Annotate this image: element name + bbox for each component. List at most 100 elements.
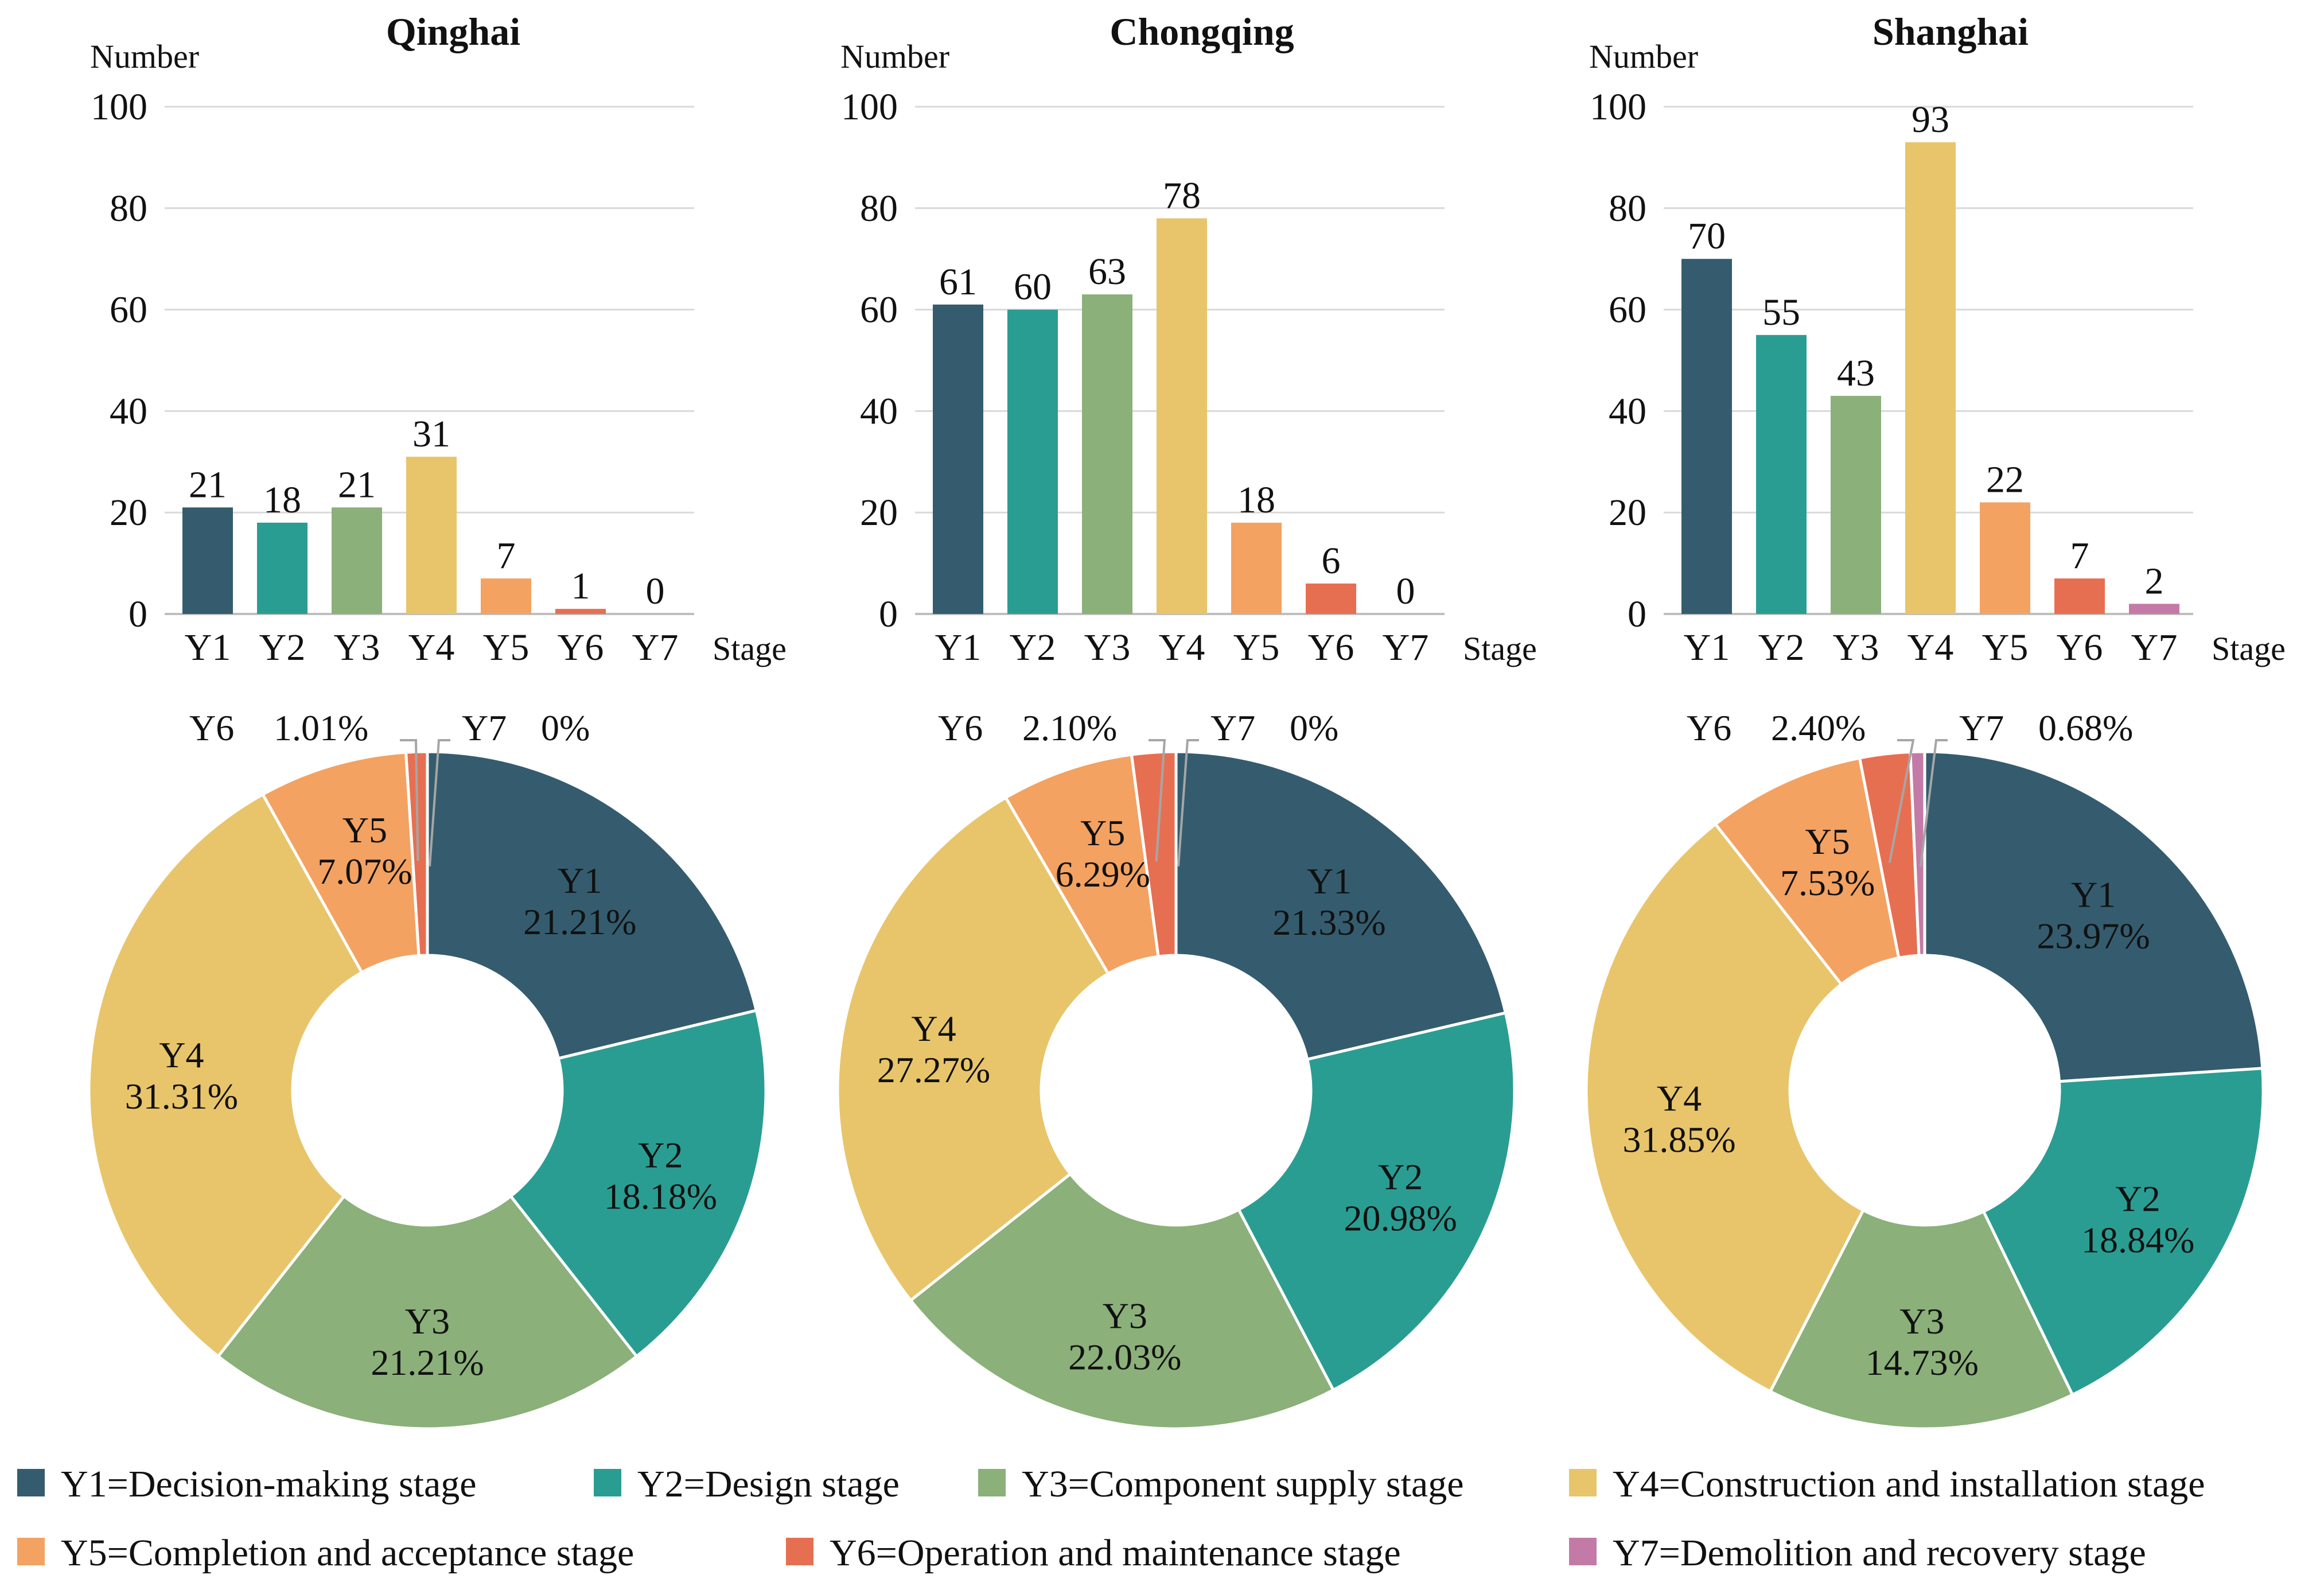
bar-data-label: 7 (2070, 535, 2089, 577)
slice-y6 (404, 750, 429, 958)
donut-chart-qinghai: Y121.21%Y218.18%Y321.21%Y431.31%Y57.07%Y… (87, 707, 768, 1430)
chart-title: Shanghai (1873, 10, 2029, 53)
bar-y6 (2054, 578, 2105, 614)
x-tick-label: Y5 (483, 627, 530, 668)
bar-data-label: 31 (412, 413, 450, 455)
legend-swatch (17, 1538, 45, 1565)
y-tick-label: 0 (879, 593, 898, 635)
bar-y2 (1007, 309, 1058, 614)
bar-y3 (1831, 395, 1881, 614)
y-tick-label: 40 (110, 390, 147, 432)
y-tick-label: 60 (1609, 289, 1646, 331)
y-tick-label: 20 (110, 492, 147, 534)
bar-data-label: 1 (571, 565, 590, 607)
bar-data-label: 70 (1688, 215, 1726, 257)
bar-y6 (1306, 583, 1356, 614)
callout-leader-y6 (1888, 739, 1915, 864)
callout-percent-label: 2.10% (1022, 707, 1117, 748)
callout-percent-label: 1.01% (274, 707, 368, 748)
legend-swatch (786, 1538, 813, 1565)
y-axis-label: Number (1589, 38, 1698, 75)
bar-y1 (182, 507, 233, 614)
legend-label: Y2=Design stage (637, 1463, 900, 1505)
bar-data-label: 2 (2145, 560, 2164, 602)
bar-data-label: 0 (1396, 570, 1415, 612)
x-tick-label: Y2 (1758, 627, 1805, 668)
x-tick-label: Y7 (1383, 627, 1429, 668)
slice-percent-label: 31.31% (125, 1076, 238, 1117)
y-axis-label: Number (90, 38, 199, 75)
x-tick-label: Y7 (2131, 627, 2178, 668)
x-tick-label: Y1 (935, 627, 982, 668)
x-axis-label: Stage (713, 630, 787, 667)
slice-percent-label: 21.21% (523, 901, 636, 942)
slice-category-label: Y3 (405, 1301, 450, 1342)
y-tick-label: 40 (1609, 390, 1646, 432)
slice-y7 (1909, 750, 1926, 957)
bar-data-label: 21 (189, 464, 227, 506)
slice-category-label: Y2 (2116, 1178, 2160, 1219)
bar-data-label: 55 (1762, 291, 1800, 333)
bar-data-label: 61 (939, 261, 977, 303)
y-tick-label: 20 (860, 492, 898, 534)
y-tick-label: 100 (1590, 86, 1646, 128)
slice-y1 (426, 750, 758, 1060)
bar-y3 (1082, 294, 1132, 614)
y-tick-label: 0 (129, 593, 147, 635)
legend-item-y1: Y1=Decision-making stage (17, 1463, 477, 1505)
bar-data-label: 22 (1986, 459, 2024, 501)
bar-y4 (406, 456, 457, 614)
x-tick-label: Y1 (185, 627, 231, 668)
slice-category-label: Y4 (911, 1008, 956, 1049)
slice-percent-label: 14.73% (1866, 1342, 1979, 1383)
slice-category-label: Y2 (638, 1135, 683, 1176)
x-tick-label: Y6 (2057, 627, 2103, 668)
legend-swatch (17, 1469, 45, 1496)
slice-y1 (1174, 750, 1508, 1062)
legend-item-y6: Y6=Operation and maintenance stage (786, 1532, 1401, 1574)
slice-y5 (1713, 756, 1901, 986)
slice-category-label: Y4 (159, 1035, 204, 1075)
x-tick-label: Y3 (334, 627, 380, 668)
x-tick-label: Y6 (558, 627, 604, 668)
bar-data-label: 0 (646, 570, 665, 612)
bar-y3 (332, 507, 382, 614)
bar-y5 (481, 578, 531, 614)
x-tick-label: Y5 (1233, 627, 1280, 668)
legend-swatch (1569, 1538, 1597, 1565)
legend-item-y7: Y7=Demolition and recovery stage (1569, 1532, 2146, 1574)
bar-y1 (1681, 259, 1732, 614)
callout-leader-y6 (1149, 739, 1166, 862)
callout-leader-y6 (400, 739, 419, 861)
bar-data-label: 78 (1163, 174, 1201, 216)
slice-percent-label: 21.21% (371, 1342, 484, 1383)
x-tick-label: Y3 (1833, 627, 1879, 668)
callout-leader-y7 (1919, 739, 1948, 867)
legend-swatch (594, 1469, 621, 1496)
chart-title: Chongqing (1110, 10, 1294, 53)
slice-y4 (1585, 822, 1866, 1394)
x-tick-label: Y4 (408, 627, 455, 668)
y-tick-label: 100 (91, 86, 147, 128)
x-tick-label: Y3 (1084, 627, 1131, 668)
bar-chart-qinghai: Qinghai Number 0 20 40 60 80 100 21 Y1 18 Y2 21 Y3 31 Y… (90, 10, 787, 668)
slice-y1 (1923, 750, 2264, 1083)
donut-charts: Y121.21%Y218.18%Y321.21%Y431.31%Y57.07%Y… (87, 707, 2265, 1430)
slice-y4 (836, 795, 1111, 1303)
bar-data-label: 93 (1912, 99, 1949, 141)
slice-y6 (1130, 750, 1178, 958)
bar-data-label: 60 (1014, 266, 1052, 308)
callout-category-label: Y6 (189, 707, 234, 748)
bar-y2 (257, 522, 307, 614)
chart-title: Qinghai (386, 10, 520, 53)
slice-category-label: Y1 (1307, 861, 1352, 901)
bar-y5 (1231, 522, 1282, 614)
y-tick-label: 40 (860, 390, 898, 432)
slice-category-label: Y1 (2071, 874, 2116, 915)
bar-data-label: 18 (263, 479, 301, 521)
bar-data-label: 6 (1322, 540, 1341, 582)
x-axis-label: Stage (1463, 630, 1537, 667)
slice-percent-label: 7.07% (317, 851, 412, 892)
bar-data-label: 21 (338, 464, 376, 506)
bar-y2 (1756, 335, 1807, 614)
